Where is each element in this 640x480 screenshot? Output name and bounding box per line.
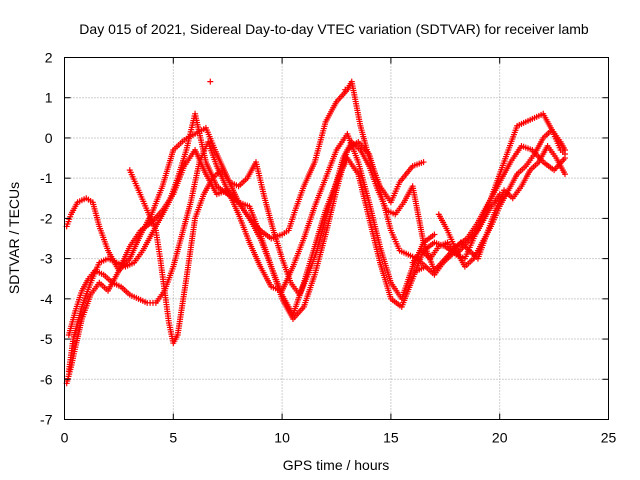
data-point	[420, 159, 427, 166]
data-point	[561, 147, 568, 154]
y-tick-label: 0	[45, 130, 53, 146]
y-tick-label: -3	[40, 251, 53, 267]
x-axis-label: GPS time / hours	[283, 457, 390, 473]
y-tick-label: -1	[40, 170, 53, 186]
y-tick-label: -2	[40, 210, 53, 226]
y-tick-label: -6	[40, 371, 53, 387]
data-point	[431, 231, 438, 238]
x-tick-label: 5	[169, 430, 177, 446]
y-tick-label: 2	[45, 50, 53, 66]
x-tick-label: 10	[274, 430, 290, 446]
data-point	[561, 171, 568, 178]
data-points	[63, 78, 568, 387]
x-tick-label: 20	[492, 430, 508, 446]
plot-frame	[64, 57, 609, 420]
y-tick-label: 1	[45, 90, 53, 106]
chart-title: Day 015 of 2021, Sidereal Day-to-day VTE…	[79, 21, 589, 37]
data-point-outlier	[207, 78, 214, 85]
data-point-outlier	[346, 82, 353, 89]
grid	[64, 57, 609, 420]
y-tick-label: -4	[40, 291, 53, 307]
x-tick-label: 25	[601, 430, 617, 446]
data-point-outlier	[342, 86, 349, 93]
x-tick-label: 15	[383, 430, 399, 446]
y-axis-label: SDTVAR / TECUs	[6, 182, 22, 294]
y-tick-label: -5	[40, 331, 53, 347]
y-tick-label: -7	[40, 412, 53, 428]
x-tick-label: 0	[61, 430, 69, 446]
